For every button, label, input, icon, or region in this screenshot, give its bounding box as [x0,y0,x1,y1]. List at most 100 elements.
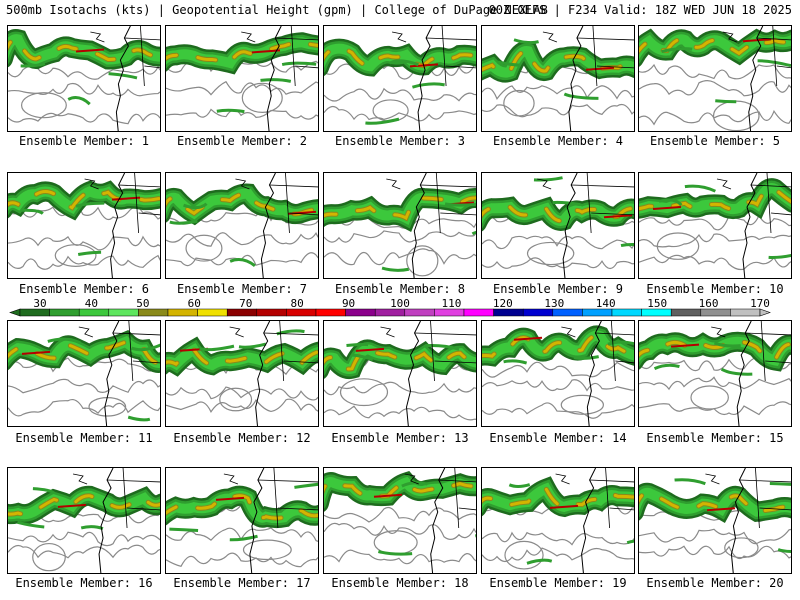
member-caption: Ensemble Member: 17 [173,576,311,590]
height-contour [482,103,634,118]
isotach-map [8,468,160,573]
isotach-patch [377,550,413,556]
isotach-patch [346,342,369,347]
colorbar-arrow [9,308,21,317]
isotach-patch [229,534,258,542]
coastline [391,31,407,43]
coastline [568,26,584,131]
isotach-map [639,321,791,426]
jet-stream-band [482,205,634,223]
jet-stream-band [324,348,476,371]
political-border [112,321,160,382]
political-border [124,26,160,87]
political-border [426,26,476,87]
height-contour [639,63,791,80]
jet-core [373,493,403,498]
isotach-patch [503,359,528,365]
colorbar-swatch [670,308,702,317]
jet-core [57,503,87,508]
isotach-patch [674,478,706,486]
political-border [576,26,634,87]
coastline [417,26,433,131]
isotach-patch [381,266,410,272]
height-contour [482,361,634,378]
isotach-patch [620,242,634,248]
ensemble-map-panel [7,172,161,279]
height-contour [406,245,439,277]
isotach-patch [20,62,46,68]
colorbar-swatch [522,308,554,317]
political-border [275,26,318,87]
height-contour [241,82,283,114]
coastline [711,326,726,338]
height-contour [8,398,160,417]
jet-core [603,214,633,219]
member-caption: Ensemble Member: 2 [176,134,308,148]
coastline [386,178,401,190]
coastline [260,173,276,278]
height-contour [482,547,634,563]
isotach-patch [199,344,235,352]
coastline [537,178,552,190]
isotach-patch [67,96,91,106]
coastline [98,468,114,573]
political-border [263,321,318,382]
height-contour [8,531,160,547]
ensemble-map-panel [481,320,635,427]
isotach-patch [365,117,400,125]
height-contour [324,405,476,421]
coastline [72,473,88,485]
isotach-patch [260,78,292,83]
coastline [90,31,105,43]
ensemble-map-panel [165,25,319,132]
height-contour [324,381,476,396]
colorbar-label: 50 [136,297,149,310]
jet-core [111,196,141,201]
ensemble-map-panel [323,320,477,427]
isotach-map [639,26,791,131]
isotach-map [166,321,318,426]
jet-stream-band [324,47,476,68]
jet-core [251,49,281,54]
jet-core [706,507,736,512]
height-contour [482,531,634,546]
isotach-map [482,173,634,278]
ensemble-map-panel [7,320,161,427]
ensemble-map-panel [7,467,161,574]
isotach-patch [720,367,753,376]
coastline [78,326,93,338]
colorbar-swatch [19,308,50,317]
height-contour [656,232,700,260]
colorbar-label: 60 [188,297,201,310]
height-contour [324,87,476,102]
isotach-patch [444,202,476,207]
jet-stream-band [166,347,318,367]
isotach-patch [294,482,318,489]
colorbar-swatch [167,308,198,317]
height-contour [639,528,791,545]
height-contour [482,402,634,419]
height-contour [560,394,605,415]
member-caption: Ensemble Member: 14 [489,431,627,445]
political-border [571,173,634,234]
height-contour [639,545,791,559]
isotach-patch [768,253,791,259]
isotach-map [639,468,791,573]
height-contour [324,248,476,266]
colorbar-swatch [463,308,494,317]
isotach-map [166,468,318,573]
coastline [555,473,570,485]
coastline [722,31,737,43]
isotach-patch [127,415,151,422]
political-border [420,173,476,234]
height-contour [482,379,634,392]
colorbar-swatch [78,308,110,317]
height-contour [639,109,791,126]
isotach-patch [769,482,791,486]
height-contour [639,80,791,97]
run-valid-time: 00Z GEFS | F234 Valid: 18Z WED JUN 18 20… [488,3,792,17]
member-caption: Ensemble Member: 16 [15,576,153,590]
isotach-patch [573,355,599,360]
height-contour [8,235,160,251]
isotach-patch [425,343,460,351]
